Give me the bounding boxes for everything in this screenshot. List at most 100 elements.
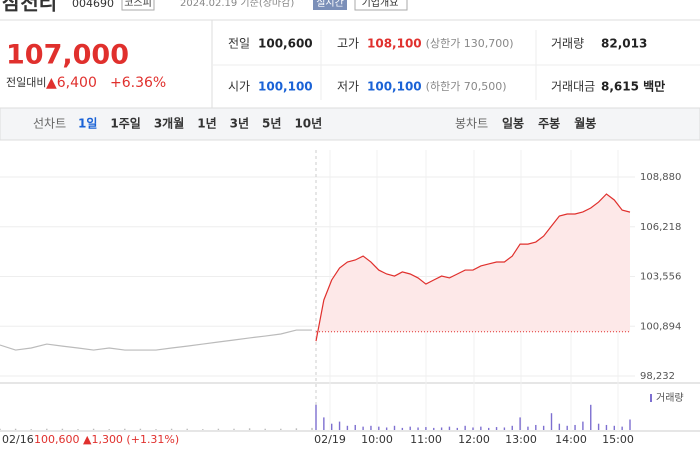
info-value: 108,100 [367,37,422,51]
info-value: 100,100 [258,80,313,94]
price-line [315,193,631,342]
volume-bar [495,427,498,430]
volume-bar [542,425,545,430]
y-tick-label: 103,556 [640,272,681,283]
volume-bar [433,427,435,430]
volume-bar [61,428,64,430]
volume-bar [417,427,419,430]
volume-bar [155,429,157,430]
volume-bar [597,423,600,430]
company-button[interactable] [354,0,408,11]
volume-bar [264,428,266,430]
volume-bar [582,421,584,430]
volume-bar [456,427,458,430]
volume-bar [170,428,173,430]
volume-bar [527,426,529,430]
x-tick-label: 15:00 [602,433,634,446]
volume-bar [217,428,220,430]
tab[interactable]: 3년 [230,117,249,131]
volume-bar [472,427,474,430]
volume-bar [295,428,298,430]
area [316,194,630,342]
volume-bar [378,426,380,430]
x-tick-label: 12:00 [458,433,490,446]
volume-bar [370,425,372,430]
prev-info: 100,600 ▲1,300 (+1.31%) [34,433,179,446]
volume-bar [186,428,188,430]
volume-bar [202,429,204,430]
volume-bar [629,419,631,430]
tab[interactable]: 1주일 [110,117,140,131]
info-label: 거래량 [551,37,584,51]
realtime-badge[interactable] [313,0,347,10]
market-badge [121,0,155,11]
date: 2024.02.19 기준(장마감) [180,0,294,9]
prev-label: 02/16 [2,433,34,446]
stock-name: 삼천리 [2,0,57,15]
tab[interactable]: 월봉 [574,116,596,131]
tab[interactable]: 주봉 [538,117,560,131]
x-tick-label: 14:00 [555,433,587,446]
tab-bar [0,107,700,141]
volume-bar [425,427,427,430]
volume-bar [535,424,537,430]
tab-label: 봉차트 [455,117,488,131]
volume-bar [108,429,110,430]
x-tick-label: 02/19 [314,433,346,446]
price-line [0,329,312,351]
x-tick-label: 11:00 [410,433,442,446]
volume-bar [464,425,466,430]
stock-code: 004690 [72,0,114,10]
volume-bar [511,425,513,430]
info-extra: (하한가 70,500) [426,79,507,93]
info-value: 100,600 [258,37,313,51]
info-label: 저가 [337,80,359,94]
volume-bar [393,425,396,430]
volume-bar [362,426,364,430]
tab[interactable]: 1년 [197,117,216,131]
volume-bar [30,429,32,430]
volume-bar [77,429,79,430]
volume-bar [124,428,126,430]
volume-bar [323,417,325,430]
volume-bar [315,404,317,430]
info-label: 시가 [228,80,250,94]
volume-bar [558,423,561,430]
volume-bar [480,426,482,430]
rate: +6.36% [110,75,166,91]
volume-bar [621,426,623,430]
volume-bar [354,424,356,430]
y-tick-label: 108,880 [640,172,681,183]
volume-bar [46,428,48,430]
volume-bar [519,417,521,430]
volume-legend: 거래량 [656,392,684,404]
volume-bar [574,424,576,430]
info-extra: (상한가 130,700) [426,37,514,50]
tab[interactable]: 5년 [262,117,281,131]
volume-bar [346,425,349,430]
tab[interactable]: 3개월 [154,116,184,131]
tab[interactable]: 1일 [78,117,97,131]
volume-bar [440,427,443,430]
change: ▲6,400 [46,75,97,91]
volume-bar [248,428,251,430]
volume-bar [550,413,553,430]
tab-label: 선차트 [33,117,66,131]
volume-bar [331,423,333,430]
volume-bar [311,427,313,430]
volume-bar [92,428,95,430]
realtime[interactable]: 실시간 [316,0,344,9]
x-tick-label: 13:00 [505,433,537,446]
volume-bar [139,428,142,430]
tab[interactable]: 10년 [294,117,322,131]
volume-bar [0,428,1,430]
tab[interactable]: 일봉 [502,117,524,131]
company[interactable]: 기업개요 [362,0,399,9]
volume-bar [14,428,17,430]
volume-bar [613,425,615,430]
y-tick-label: 100,894 [640,321,681,332]
volume-bar [385,427,388,430]
info-value: 82,013 [601,37,647,51]
volume-legend-swatch [650,394,652,402]
